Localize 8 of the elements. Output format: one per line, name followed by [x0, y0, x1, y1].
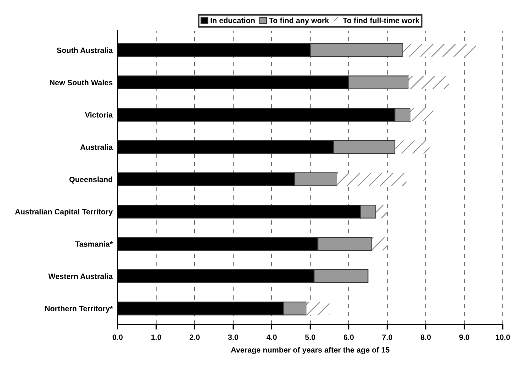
bar — [372, 238, 388, 251]
bar — [376, 205, 388, 218]
bar — [306, 302, 330, 316]
bar — [395, 140, 430, 154]
bar — [337, 173, 407, 186]
bar — [408, 76, 450, 90]
bar — [410, 108, 434, 122]
bar — [402, 44, 476, 57]
